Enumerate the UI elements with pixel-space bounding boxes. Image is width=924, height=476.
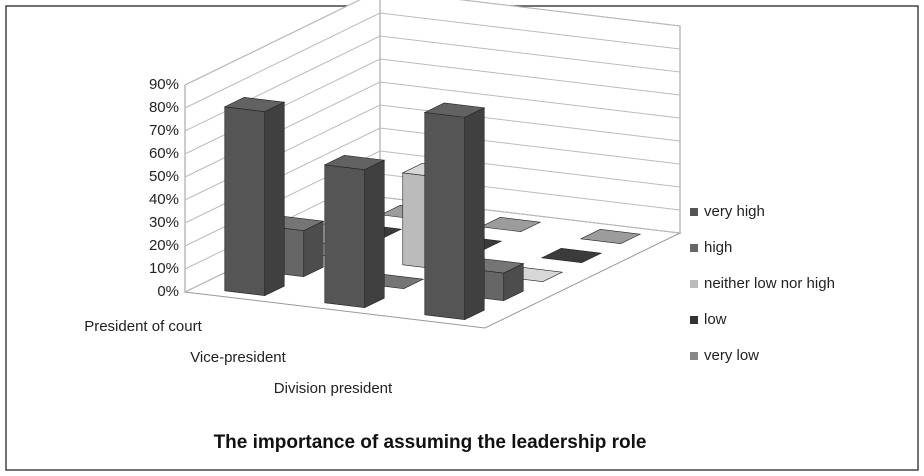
x-tick-label: Division president	[274, 380, 393, 397]
bar-top	[579, 229, 642, 244]
y-tick-label: 90%	[149, 76, 179, 93]
bar-top	[479, 217, 542, 232]
bar-front	[224, 106, 266, 296]
y-tick-label: 70%	[149, 122, 179, 139]
bar	[540, 248, 603, 263]
bar-top	[423, 102, 486, 118]
legend-label: low	[704, 311, 727, 328]
bar-top	[323, 155, 386, 170]
bar	[579, 229, 642, 244]
bar-side	[264, 101, 285, 297]
legend-swatch	[690, 244, 698, 252]
bar	[323, 155, 386, 309]
grid-line	[184, 0, 681, 86]
y-tick-label: 60%	[149, 145, 179, 162]
bar	[223, 97, 286, 297]
x-tick-label: Vice-president	[190, 349, 286, 366]
bar	[423, 102, 486, 321]
bar-front	[324, 164, 366, 308]
legend-swatch	[690, 208, 698, 216]
y-tick-label: 10%	[149, 260, 179, 277]
bar-side	[464, 107, 485, 321]
legend-label: neither low nor high	[704, 275, 835, 292]
legend-label: very low	[704, 347, 759, 364]
bar-front	[424, 112, 466, 320]
bar-side	[364, 159, 385, 309]
x-tick-label: President of court	[84, 318, 202, 335]
legend-swatch	[690, 280, 698, 288]
bar-top	[540, 248, 603, 263]
y-tick-label: 80%	[149, 99, 179, 116]
legend-label: very high	[704, 203, 765, 220]
y-tick-label: 40%	[149, 191, 179, 208]
y-tick-label: 20%	[149, 237, 179, 254]
bar	[479, 217, 542, 232]
y-tick-label: 30%	[149, 214, 179, 231]
legend-label: high	[704, 239, 732, 256]
legend-swatch	[690, 316, 698, 324]
legend-swatch	[690, 352, 698, 360]
y-tick-label: 50%	[149, 168, 179, 185]
bar-top	[223, 97, 286, 112]
chart-title: The importance of assuming the leadershi…	[214, 432, 647, 453]
grid-line	[184, 12, 681, 109]
y-tick-label: 0%	[157, 283, 179, 300]
